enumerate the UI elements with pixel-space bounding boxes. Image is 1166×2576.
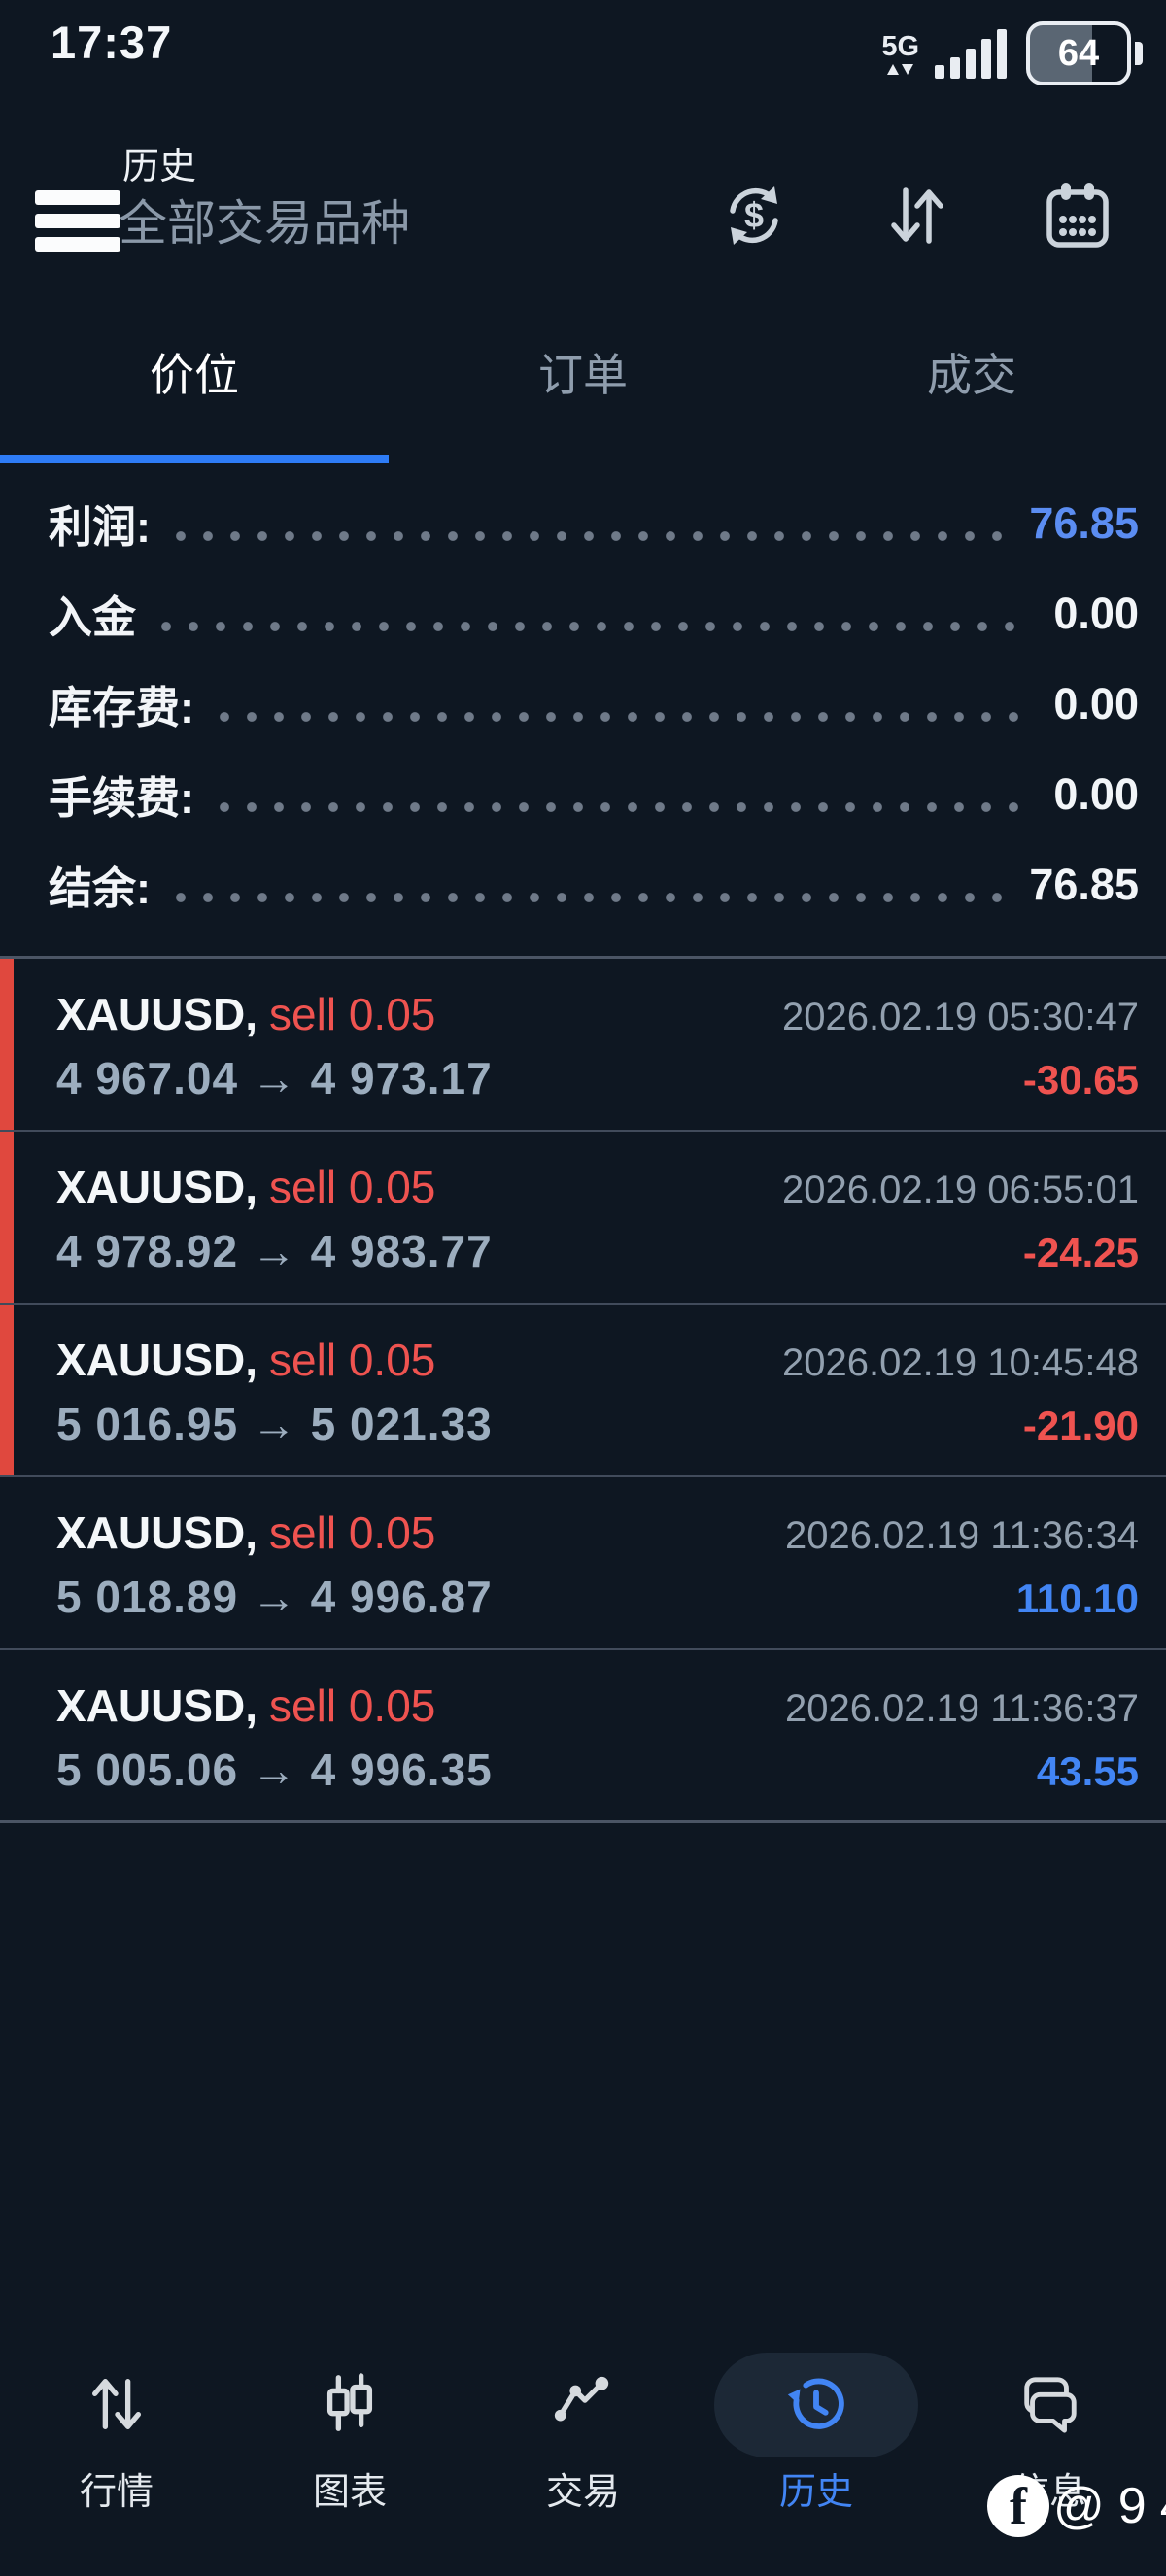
loss-marker-bar	[0, 959, 14, 1130]
network-type-label: 5G	[881, 30, 919, 62]
trade-time: 2026.02.19 06:55:01	[781, 1169, 1139, 1211]
trade-row[interactable]: XAUUSD, sell 0.05 2026.02.19 11:36:34 5 0…	[0, 1477, 1166, 1650]
swap-value: 0.00	[1053, 678, 1139, 729]
nav-item-charts[interactable]: 图表	[233, 2355, 466, 2515]
arrow-right-icon: →	[251, 1745, 297, 1795]
summary-row-swap: 库存费: 0.00	[49, 678, 1139, 733]
trade-history-list: XAUUSD, sell 0.05 2026.02.19 05:30:47 4 9…	[0, 959, 1166, 1823]
tab-orders[interactable]: 订单	[538, 350, 628, 400]
arrow-right-icon: →	[251, 1226, 297, 1276]
watermark-text: @94	[1053, 2478, 1166, 2534]
trade-profit: -24.25	[1022, 1230, 1139, 1275]
arrow-right-icon: →	[251, 1053, 297, 1103]
trade-time: 2026.02.19 10:45:48	[781, 1341, 1139, 1384]
summary-row-balance: 结余: 76.85	[49, 859, 1139, 914]
close-price: 4 973.17	[310, 1053, 493, 1103]
battery-icon: 64	[1026, 21, 1143, 85]
nav-item-trade[interactable]: 交易	[466, 2355, 700, 2515]
dot-leader	[161, 620, 1029, 632]
sort-arrows-icon[interactable]	[880, 181, 950, 251]
upload-arrow-icon	[887, 63, 900, 75]
commission-value: 0.00	[1053, 768, 1139, 819]
trade-symbol: XAUUSD,	[56, 1335, 258, 1385]
facebook-logo-icon: f	[987, 2475, 1049, 2537]
trade-side-volume: sell 0.05	[269, 1335, 436, 1385]
trade-symbol: XAUUSD,	[56, 1508, 258, 1558]
summary-row-commission: 手续费: 0.00	[49, 768, 1139, 824]
loss-marker-bar	[0, 1132, 14, 1303]
open-price: 5 016.95	[56, 1399, 239, 1449]
trade-profit: 110.10	[1015, 1576, 1139, 1621]
trade-row[interactable]: XAUUSD, sell 0.05 2026.02.19 10:45:48 5 0…	[0, 1305, 1166, 1477]
trade-profit: -21.90	[1022, 1403, 1139, 1448]
page-title: 历史	[122, 147, 197, 187]
tab-positions[interactable]: 价位	[150, 350, 239, 400]
battery-percent: 64	[1057, 32, 1100, 74]
deposit-value: 0.00	[1053, 588, 1139, 638]
close-price: 4 996.35	[310, 1745, 493, 1795]
symbol-filter-subtitle[interactable]: 全部交易品种	[119, 196, 410, 251]
trade-line-icon	[554, 2376, 609, 2422]
trade-time: 2026.02.19 05:30:47	[781, 996, 1139, 1038]
arrow-right-icon: →	[251, 1399, 297, 1449]
open-price: 5 018.89	[56, 1572, 239, 1622]
messages-icon	[1024, 2377, 1077, 2433]
trade-side-volume: sell 0.05	[269, 1508, 436, 1558]
trade-symbol: XAUUSD,	[56, 1162, 258, 1212]
dot-leader	[220, 800, 1029, 813]
trade-time: 2026.02.19 11:36:37	[784, 1687, 1139, 1730]
section-divider	[0, 956, 1166, 959]
trade-side-volume: sell 0.05	[269, 1680, 436, 1731]
calendar-icon[interactable]	[1042, 181, 1112, 251]
dot-leader	[176, 891, 1005, 903]
summary-row-deposit: 入金 0.00	[49, 588, 1139, 643]
dot-leader	[176, 529, 1005, 542]
active-tab-underline	[0, 455, 389, 463]
open-price: 4 978.92	[56, 1226, 239, 1276]
signal-strength-icon	[935, 28, 1007, 79]
summary-row-profit: 利润: 76.85	[49, 497, 1139, 553]
arrow-right-icon: →	[251, 1572, 297, 1622]
dot-leader	[220, 710, 1029, 723]
trade-time: 2026.02.19 11:36:34	[784, 1514, 1139, 1557]
status-time: 17:37	[51, 17, 173, 68]
balance-value: 76.85	[1029, 859, 1139, 909]
close-price: 4 996.87	[310, 1572, 493, 1622]
history-clock-icon	[787, 2378, 844, 2429]
trade-side-volume: sell 0.05	[269, 1162, 436, 1212]
profit-value: 76.85	[1029, 497, 1139, 548]
open-price: 5 005.06	[56, 1745, 239, 1795]
close-price: 4 983.77	[310, 1226, 493, 1276]
trade-row[interactable]: XAUUSD, sell 0.05 2026.02.19 11:36:37 5 0…	[0, 1650, 1166, 1823]
status-indicators: 5G 64	[881, 21, 1143, 85]
network-activity-arrows-icon	[887, 63, 914, 75]
quotes-arrows-icon	[92, 2379, 141, 2429]
sync-dollar-icon[interactable]: $	[719, 181, 789, 251]
network-indicator: 5G	[881, 30, 919, 75]
trade-symbol: XAUUSD,	[56, 989, 258, 1039]
loss-marker-bar	[0, 1305, 14, 1475]
trade-profit: -30.65	[1022, 1057, 1139, 1102]
nav-item-quotes[interactable]: 行情	[0, 2355, 233, 2515]
account-summary: 利润: 76.85 入金 0.00 库存费: 0.00 手续费: 0.00 结余…	[0, 478, 1166, 930]
candlestick-chart-icon	[326, 2373, 373, 2431]
trade-row[interactable]: XAUUSD, sell 0.05 2026.02.19 05:30:47 4 9…	[0, 959, 1166, 1132]
open-price: 4 967.04	[56, 1053, 239, 1103]
svg-text:$: $	[744, 195, 764, 235]
nav-item-history[interactable]: 历史	[700, 2353, 933, 2515]
trade-symbol: XAUUSD,	[56, 1680, 258, 1731]
trade-row[interactable]: XAUUSD, sell 0.05 2026.02.19 06:55:01 4 9…	[0, 1132, 1166, 1305]
trade-side-volume: sell 0.05	[269, 989, 436, 1039]
watermark: f @94	[987, 2475, 1166, 2537]
tab-deals[interactable]: 成交	[927, 350, 1016, 400]
trade-profit: 43.55	[1036, 1748, 1139, 1794]
menu-hamburger-button[interactable]	[35, 190, 120, 260]
download-arrow-icon	[902, 63, 914, 75]
close-price: 5 021.33	[310, 1399, 493, 1449]
